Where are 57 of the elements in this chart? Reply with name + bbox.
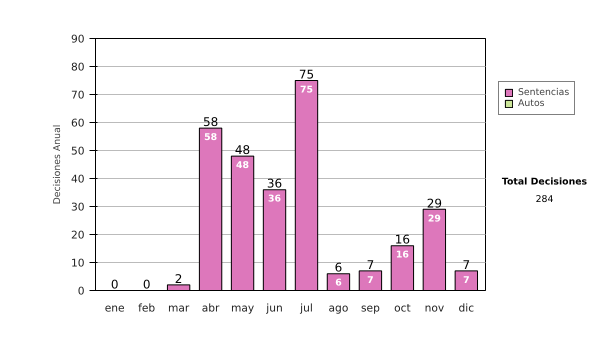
x-tick-label: oct [394, 302, 411, 314]
x-tick-label: mar [168, 302, 190, 314]
total-label: 16 [394, 232, 410, 247]
y-tick-label: 60 [70, 116, 85, 130]
y-tick-label: 80 [70, 60, 85, 74]
legend-label: Autos [518, 98, 545, 109]
y-tick-label: 20 [70, 228, 85, 242]
data-label: 29 [428, 213, 441, 224]
bar [422, 208, 446, 290]
total-label: 58 [202, 115, 218, 130]
y-tick-label: 70 [70, 88, 85, 102]
x-tick-label: feb [138, 302, 156, 314]
data-label: 48 [236, 160, 250, 172]
data-label: 16 [396, 250, 409, 261]
data-label: 7 [367, 274, 374, 286]
bar [294, 80, 318, 290]
bar [454, 270, 478, 290]
x-tick-label: ene [104, 302, 125, 314]
x-tick-label: abr [202, 302, 220, 314]
legend-label: Sentencias [518, 87, 570, 98]
total-label: 29 [426, 196, 442, 210]
y-tick-label: 90 [70, 32, 85, 46]
x-tick-label: sep [360, 302, 380, 314]
data-label: 75 [300, 84, 313, 96]
text: Total Decisiones [502, 176, 588, 188]
x-tick-label: nov [424, 302, 444, 314]
data-label: 58 [204, 132, 218, 144]
x-tick-label: jul [299, 302, 313, 314]
x-tick-label: may [230, 302, 254, 314]
total-label: 0 [110, 278, 119, 292]
y-tick-label: 40 [70, 172, 85, 186]
total-label: 0 [142, 278, 150, 292]
x-tick-label: dic [458, 302, 474, 314]
bar [390, 245, 414, 290]
total-label: 75 [298, 68, 314, 82]
total-label: 7 [366, 258, 374, 272]
y-tick-label: 30 [70, 200, 85, 214]
bar [198, 128, 222, 290]
y-tick-label: 50 [70, 144, 85, 158]
bar [230, 156, 254, 290]
bar [262, 189, 286, 290]
total-label: 48 [234, 143, 250, 158]
total-label: 7 [462, 258, 470, 272]
bar [358, 270, 382, 290]
total-label: 6 [334, 260, 342, 275]
y-tick-label: 0 [78, 284, 85, 298]
text: 284 [536, 194, 554, 206]
total-label: 36 [266, 176, 282, 191]
data-label: 7 [463, 274, 470, 286]
y-axis-title: Decisiones Anual [52, 124, 63, 204]
data-label: 36 [268, 194, 282, 205]
data-label: 6 [335, 278, 342, 289]
x-tick-label: ago [328, 302, 348, 314]
y-tick-label: 10 [70, 256, 85, 270]
x-tick-label: jun [265, 302, 283, 314]
total-label: 2 [174, 272, 182, 286]
bar [166, 284, 190, 290]
